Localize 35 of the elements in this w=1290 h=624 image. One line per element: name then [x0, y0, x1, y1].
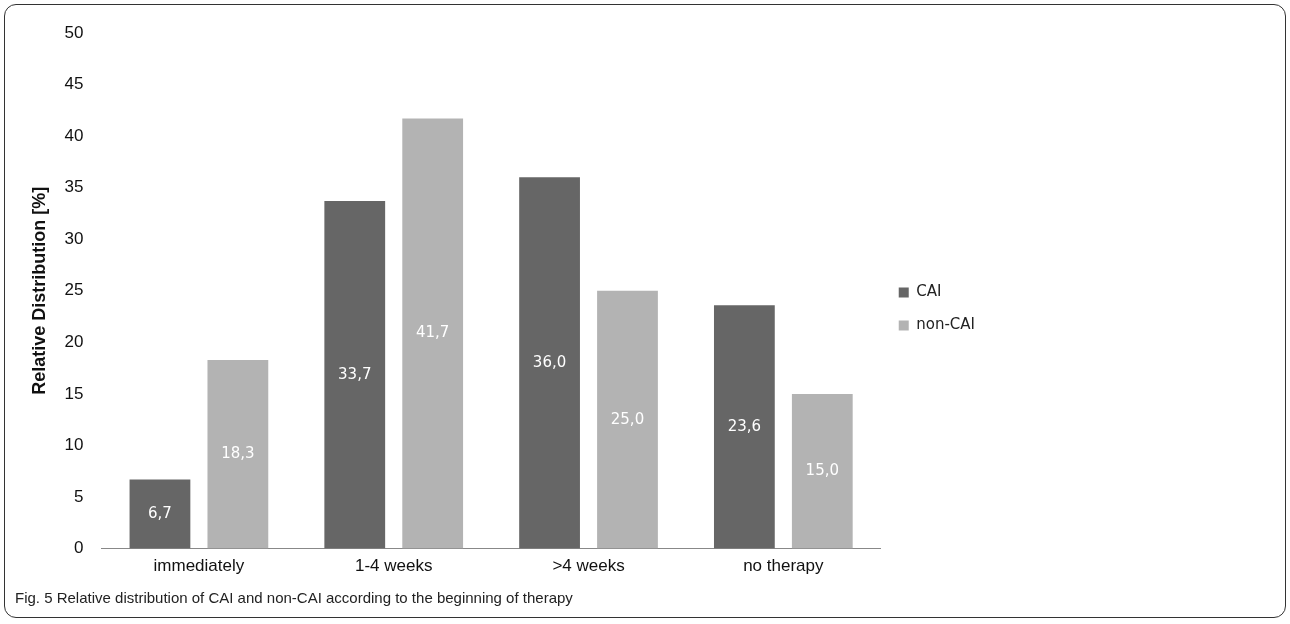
y-tick-label: 0 [74, 538, 84, 558]
bar [713, 305, 775, 549]
data-label: 6,7 [148, 503, 172, 522]
x-tick-label: immediately [153, 556, 245, 576]
caption: Fig. 5 Relative distribution of CAI and non-CAI according to the beginning of therapy [15, 589, 573, 606]
bar [791, 393, 853, 549]
y-tick-label: 5 [74, 486, 84, 506]
legend-label: CAI [916, 282, 942, 301]
bar [207, 359, 269, 549]
bar [129, 479, 191, 549]
x-tick-label: >4 weeks [552, 556, 625, 576]
legend-label: non-CAI [916, 315, 975, 334]
data-label: 15,0 [805, 461, 839, 480]
x-tick-label: 1-4 weeks [354, 556, 433, 576]
y-axis-title: Relative Distribution [%] [28, 186, 49, 395]
data-label: 36,0 [532, 352, 567, 371]
data-label: 25,0 [610, 409, 645, 428]
bar [597, 290, 658, 549]
bar [324, 201, 386, 549]
bar [519, 177, 580, 549]
y-tick-label: 35 [64, 177, 84, 197]
y-tick-label: 45 [64, 74, 84, 94]
bar [402, 118, 464, 549]
data-label: 23,6 [727, 416, 762, 435]
data-label: 41,7 [415, 323, 450, 342]
x-tick-label: no therapy [743, 556, 824, 576]
y-tick-label: 30 [64, 228, 84, 248]
y-tick-label: 50 [64, 22, 84, 42]
y-tick-label: 15 [64, 383, 84, 403]
y-tick-label: 25 [64, 280, 84, 300]
y-tick-label: 10 [64, 435, 84, 455]
data-label: 18,3 [221, 444, 255, 463]
y-tick-label: 20 [64, 332, 84, 352]
data-label: 33,7 [338, 364, 372, 383]
y-tick-label: 40 [64, 125, 84, 145]
